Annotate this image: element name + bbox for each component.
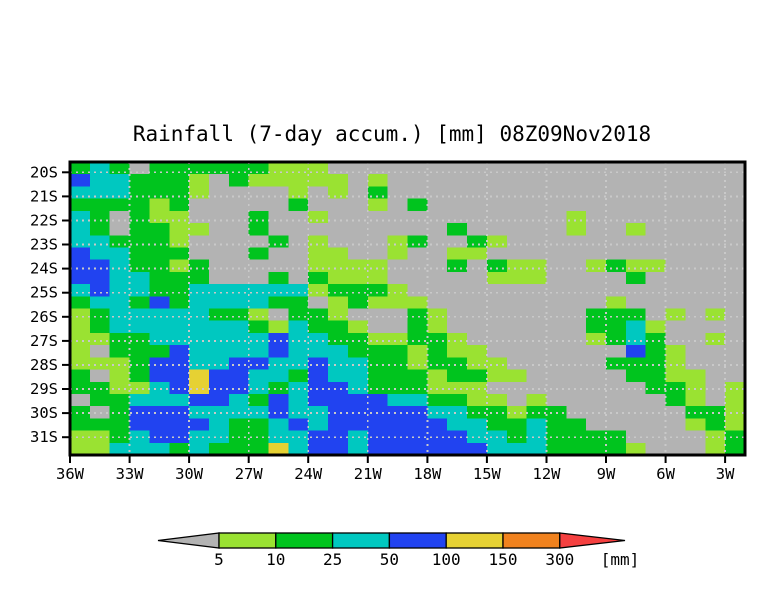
colorbar-segment bbox=[275, 532, 334, 549]
x-tick-label: 6W bbox=[656, 465, 675, 483]
x-tick-label: 27W bbox=[235, 465, 264, 483]
y-tick-label: 29S bbox=[30, 380, 58, 398]
heatmap-cells bbox=[70, 162, 746, 456]
x-tick-label: 9W bbox=[597, 465, 616, 483]
y-tick-label: 27S bbox=[30, 332, 58, 350]
colorbar-segment bbox=[502, 532, 561, 549]
y-tick-label: 30S bbox=[30, 404, 58, 422]
colorbar-tick-label: 300 bbox=[545, 550, 574, 569]
y-tick-label: 21S bbox=[30, 187, 58, 205]
colorbar-tick-label: 150 bbox=[489, 550, 518, 569]
colorbar-segment bbox=[331, 532, 391, 549]
x-tick-label: 3W bbox=[716, 465, 735, 483]
y-tick-label: 26S bbox=[30, 308, 58, 326]
colorbar: 5 10 25 50 100 150 300 [mm] bbox=[157, 532, 640, 569]
x-axis: 36W 33W 30W 27W 24W 21W 18W 15W 12W 9W 6W 3W bbox=[56, 455, 735, 483]
x-tick-label: 18W bbox=[413, 465, 442, 483]
x-tick-label: 36W bbox=[56, 465, 85, 483]
y-axis: 20S 21S 22S 23S 24S 25S 26S 27S 28S 29S 30S 31S bbox=[30, 163, 70, 446]
y-tick-label: 23S bbox=[30, 236, 58, 254]
colorbar-segment bbox=[218, 532, 277, 549]
colorbar-tick-label: 10 bbox=[266, 550, 285, 569]
chart-title: Rainfall (7-day accum.) [mm] 08Z09Nov201… bbox=[132, 122, 652, 146]
colorbar-tick-label: 50 bbox=[380, 550, 399, 569]
colorbar-right-arrow bbox=[559, 532, 626, 549]
map-gridlines bbox=[70, 162, 745, 455]
colorbar-segment bbox=[388, 532, 447, 549]
y-tick-label: 25S bbox=[30, 284, 58, 302]
x-tick-label: 33W bbox=[116, 465, 145, 483]
map-border bbox=[68, 160, 747, 457]
colorbar-unit-label: [mm] bbox=[601, 550, 640, 569]
x-tick-label: 21W bbox=[354, 465, 383, 483]
y-tick-label: 22S bbox=[30, 212, 58, 230]
x-tick-label: 30W bbox=[175, 465, 204, 483]
colorbar-tick-label: 100 bbox=[432, 550, 461, 569]
y-tick-label: 31S bbox=[30, 428, 58, 446]
y-tick-label: 20S bbox=[30, 163, 58, 181]
colorbar-tick-label: 5 bbox=[214, 550, 224, 569]
y-tick-label: 28S bbox=[30, 356, 58, 374]
x-tick-label: 15W bbox=[473, 465, 502, 483]
x-tick-label: 24W bbox=[294, 465, 323, 483]
x-tick-label: 12W bbox=[533, 465, 562, 483]
y-tick-label: 24S bbox=[30, 260, 58, 278]
colorbar-left-arrow bbox=[157, 532, 220, 549]
colorbar-tick-label: 25 bbox=[323, 550, 342, 569]
colorbar-segment bbox=[445, 532, 504, 549]
